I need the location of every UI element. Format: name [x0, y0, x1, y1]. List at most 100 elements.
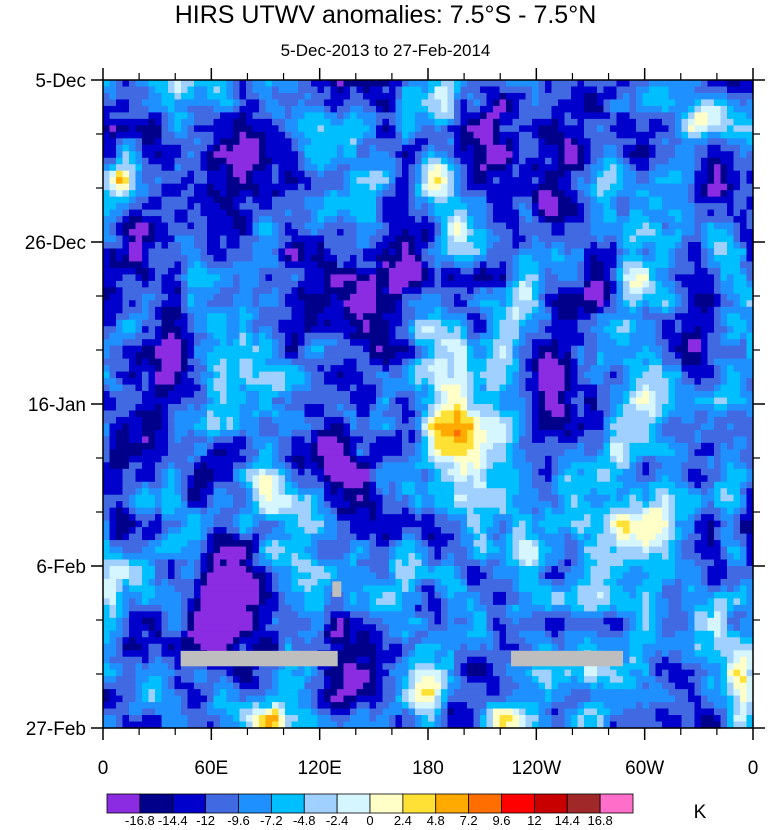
heatmap-cell: [447, 378, 455, 386]
heatmap-cell: [109, 144, 117, 152]
heatmap-cell: [291, 293, 299, 301]
heatmap-cell: [200, 190, 208, 198]
heatmap-cell: [473, 332, 481, 340]
heatmap-cell: [434, 352, 442, 360]
heatmap-cell: [252, 384, 260, 392]
heatmap-cell: [129, 306, 137, 314]
heatmap-cell: [291, 274, 299, 282]
heatmap-cell: [668, 177, 676, 185]
heatmap-cell: [213, 203, 221, 211]
heatmap-cell: [343, 313, 351, 321]
heatmap-cell: [467, 287, 475, 295]
heatmap-cell: [239, 190, 247, 198]
heatmap-cell: [545, 339, 553, 347]
heatmap-cell: [395, 196, 403, 204]
heatmap-cell: [707, 293, 715, 301]
heatmap-cell: [103, 203, 111, 211]
heatmap-cell: [109, 125, 117, 133]
heatmap-cell: [629, 105, 637, 113]
heatmap-cell: [408, 144, 416, 152]
heatmap-cell: [415, 371, 423, 379]
heatmap-cell: [421, 144, 429, 152]
heatmap-cell: [434, 112, 442, 120]
heatmap-cell: [122, 190, 130, 198]
heatmap-cell: [278, 203, 286, 211]
heatmap-cell: [161, 371, 169, 379]
heatmap-cell: [447, 280, 455, 288]
heatmap-cell: [558, 203, 566, 211]
heatmap-cell: [161, 300, 169, 308]
heatmap-cell: [441, 345, 449, 353]
heatmap-cell: [525, 138, 533, 146]
heatmap-cell: [675, 144, 683, 152]
heatmap-cell: [142, 274, 150, 282]
heatmap-cell: [103, 313, 111, 321]
heatmap-cell: [395, 254, 403, 263]
heatmap-cell: [226, 326, 234, 334]
heatmap-cell: [681, 190, 689, 198]
heatmap-cell: [356, 112, 364, 120]
heatmap-cell: [246, 248, 254, 256]
heatmap-cell: [129, 86, 137, 94]
heatmap-cell: [226, 267, 234, 275]
heatmap-cell: [291, 254, 299, 263]
heatmap-cell: [655, 99, 663, 107]
heatmap-cell: [278, 242, 286, 250]
heatmap-cell: [304, 131, 312, 139]
heatmap-cell: [415, 384, 423, 392]
heatmap-cell: [324, 365, 332, 373]
heatmap-cell: [324, 300, 332, 308]
heatmap-cell: [421, 254, 429, 263]
heatmap-cell: [636, 99, 644, 107]
heatmap-cell: [233, 358, 241, 366]
heatmap-cell: [512, 229, 520, 237]
heatmap-cell: [532, 209, 540, 217]
heatmap-cell: [675, 254, 683, 263]
heatmap-cell: [480, 131, 488, 139]
heatmap-cell: [421, 125, 429, 133]
heatmap-cell: [707, 196, 715, 204]
heatmap-cell: [226, 332, 234, 340]
heatmap-cell: [486, 391, 494, 399]
heatmap-cell: [512, 378, 520, 386]
heatmap-cell: [519, 293, 527, 301]
heatmap-cell: [304, 397, 312, 405]
heatmap-cell: [584, 352, 592, 360]
heatmap-cell: [571, 242, 579, 250]
heatmap-cell: [155, 99, 163, 107]
heatmap-cell: [389, 384, 397, 392]
heatmap-cell: [551, 319, 559, 327]
heatmap-cell: [135, 261, 143, 269]
heatmap-cell: [623, 332, 631, 340]
heatmap-cell: [623, 177, 631, 185]
heatmap-cell: [272, 378, 280, 386]
heatmap-cell: [610, 365, 618, 373]
heatmap-cell: [382, 313, 390, 321]
heatmap-cell: [265, 209, 273, 217]
heatmap-cell: [122, 397, 130, 405]
heatmap-cell: [707, 222, 715, 230]
heatmap-cell: [278, 131, 286, 139]
heatmap-cell: [363, 300, 371, 308]
heatmap-cell: [142, 118, 150, 126]
heatmap-cell: [545, 365, 553, 373]
heatmap-cell: [369, 358, 377, 366]
heatmap-cell: [733, 196, 741, 204]
heatmap-cell: [311, 319, 319, 327]
heatmap-cell: [629, 365, 637, 373]
heatmap-cell: [311, 131, 319, 139]
heatmap-cell: [181, 235, 189, 243]
heatmap-cell: [122, 378, 130, 386]
heatmap-cell: [649, 365, 657, 373]
heatmap-cell: [597, 183, 605, 191]
heatmap-cell: [519, 274, 527, 282]
heatmap-cell: [382, 151, 390, 159]
heatmap-cell: [350, 229, 358, 237]
heatmap-cell: [408, 222, 416, 230]
heatmap-cell: [291, 267, 299, 275]
heatmap-cell: [740, 131, 748, 139]
heatmap-cell: [629, 203, 637, 211]
heatmap-cell: [226, 170, 234, 178]
heatmap-cell: [746, 196, 754, 204]
heatmap-cell: [681, 287, 689, 295]
